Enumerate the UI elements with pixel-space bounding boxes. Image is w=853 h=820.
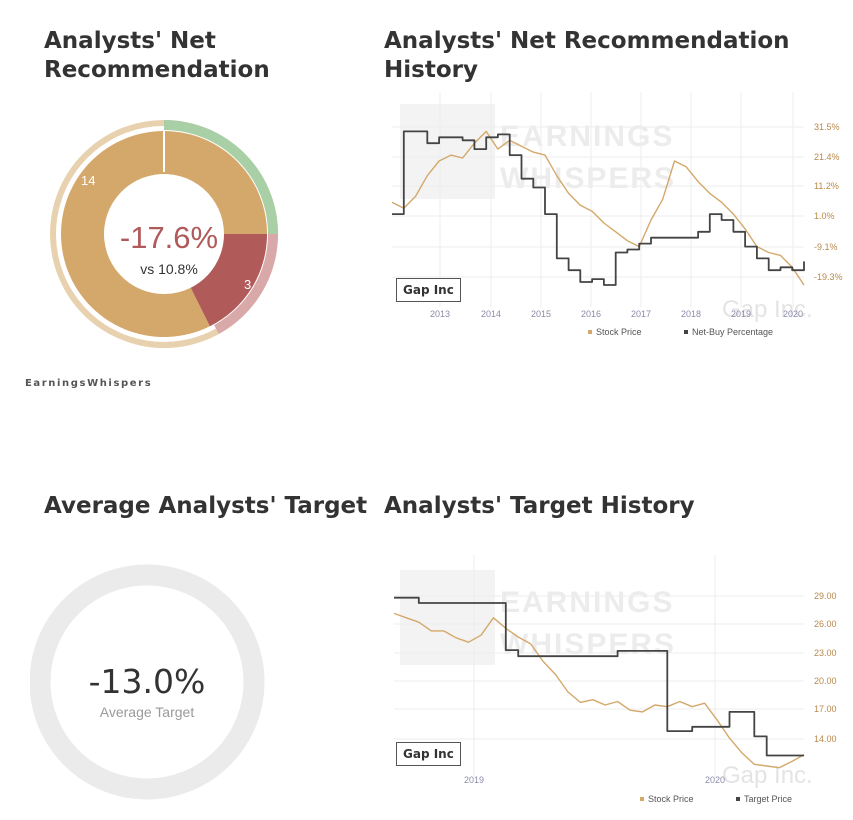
net-recommendation-title-line2: Recommendation [44, 57, 270, 83]
y-tick-label: 29.00 [814, 591, 837, 601]
net-recommendation-title-line1: Analysts' Net [44, 28, 216, 54]
y-tick-label: -9.1% [814, 242, 838, 252]
y-tick-label: 23.00 [814, 648, 837, 658]
average-target-ring: -13.0% Average Target [29, 562, 270, 802]
y-tick-label: 14.00 [814, 734, 837, 744]
y-tick-label: 21.4% [814, 152, 840, 162]
x-tick-label: 2013 [430, 309, 450, 319]
average-target-ring-track [29, 564, 265, 800]
legend-label: Net-Buy Percentage [692, 327, 773, 337]
net-recommendation-history-title: Analysts' Net Recommendation History [384, 28, 790, 83]
x-tick-label: 2015 [531, 309, 551, 319]
x-tick-label: 2017 [631, 309, 651, 319]
company-label-2: Gap Inc [396, 742, 461, 766]
series-line-secondary [392, 130, 805, 286]
average-target-title: Average Analysts' Target [44, 493, 368, 519]
earnings-whispers-logo: EarningsWhispers [25, 378, 153, 389]
legend-label: Target Price [744, 794, 792, 804]
watermark-company: Gap Inc. [722, 296, 813, 323]
legend-swatch [684, 330, 688, 334]
target-history-title: Analysts' Target History [384, 493, 695, 519]
y-tick-label: 26.00 [814, 619, 837, 629]
y-tick-label: 1.0% [814, 211, 835, 221]
company-label: Gap Inc [396, 278, 461, 302]
outer-ring-green [164, 120, 278, 234]
watermark-text-1: EARNINGS [500, 586, 674, 619]
legend-swatch [588, 330, 592, 334]
average-target-ring-svg [29, 564, 265, 800]
target-history-chart: EARNINGS WHISPERS Gap Inc. 29.00 26.00 23.00 2… [384, 555, 844, 815]
legend-swatch [640, 797, 644, 801]
y-tick-label: 11.2% [814, 181, 839, 191]
y-tick-label: 17.00 [814, 704, 837, 714]
average-target-value: -13.0% [88, 662, 206, 701]
watermark-text-1: EARNINGS [500, 120, 674, 153]
series-line-secondary [394, 596, 804, 757]
x-tick-label: 2019 [731, 309, 751, 319]
legend-label: Stock Price [648, 794, 694, 804]
slice-buy-label: 14 [81, 173, 95, 188]
net-recommendation-history-chart: EARNINGS WHISPERS Gap Inc. 31.5% 21.4% 11.2% 1… [384, 92, 844, 352]
x-tick-label: 2016 [581, 309, 601, 319]
y-tick-label: 20.00 [814, 676, 837, 686]
series-line-stock-price [391, 130, 805, 286]
watermark-block [400, 104, 495, 199]
slice-sell [190, 234, 267, 327]
net-recommendation-value: -17.6% [120, 220, 218, 255]
series-line-stock-price [393, 612, 805, 769]
net-recommendation-donut: -17.6% vs 10.8% 14 3 [26, 96, 306, 376]
net-recommendation-donut-svg: -17.6% vs 10.8% 14 3 [49, 120, 279, 348]
x-tick-label: 2014 [481, 309, 501, 319]
slice-buy [60, 131, 267, 337]
net-recommendation-title: Analysts' Net Recommendation [44, 27, 270, 85]
watermark-block [400, 570, 495, 665]
y-tick-label: 31.5% [814, 122, 840, 132]
x-tick-label: 2020 [783, 309, 803, 319]
legend-label: Stock Price [596, 327, 642, 337]
average-target-label: Average Target [99, 704, 195, 720]
x-tick-label: 2019 [464, 775, 484, 785]
x-tick-label: 2018 [681, 309, 701, 319]
x-tick-label: 2020 [705, 775, 725, 785]
outer-ring-red [214, 234, 278, 334]
legend-swatch [736, 797, 740, 801]
y-tick-label: -19.3% [814, 272, 843, 282]
slice-sell-label: 3 [244, 277, 251, 292]
net-recommendation-compare: vs 10.8% [140, 261, 198, 277]
